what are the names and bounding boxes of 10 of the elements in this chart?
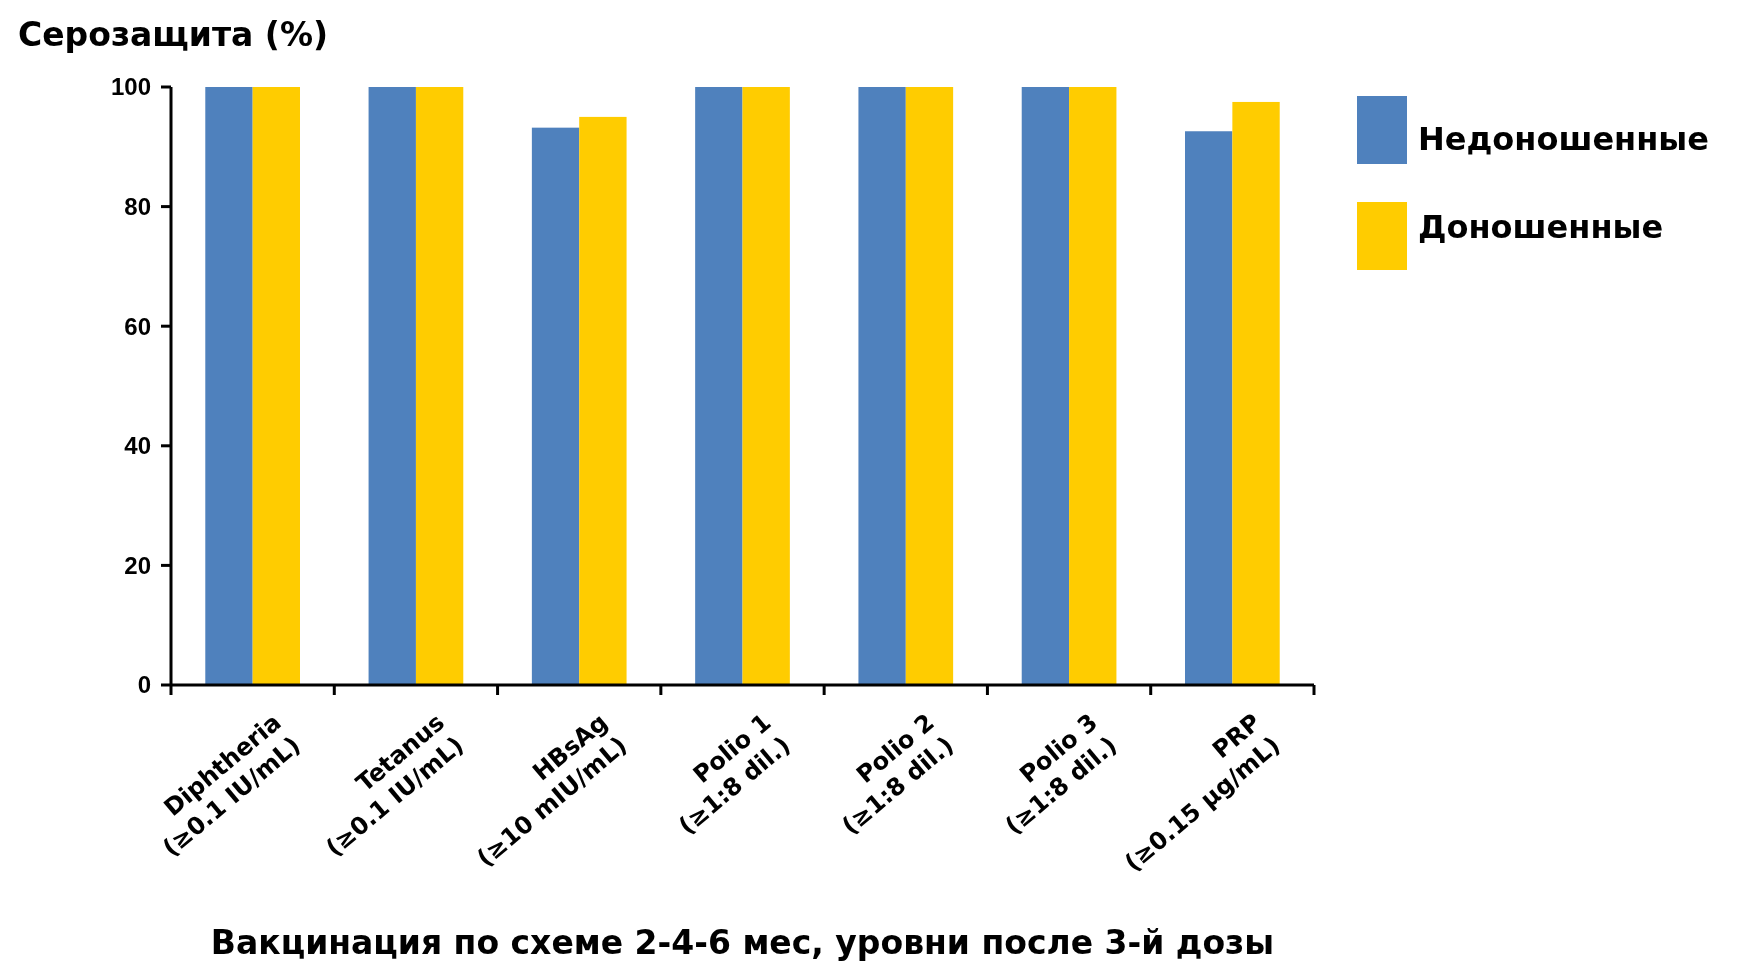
- legend-label: Доношенные: [1418, 208, 1664, 246]
- y-tick-label: 40: [124, 432, 151, 460]
- x-axis-title: Вакцинация по схеме 2-4-6 мес, уровни после 3-й дозы: [210, 923, 1275, 962]
- y-tick-label: 20: [124, 551, 151, 579]
- y-tick-label: 60: [124, 312, 151, 340]
- y-axis-title: Серозащита (%): [18, 15, 329, 54]
- y-tick-label: 0: [137, 671, 151, 699]
- legend-label: Недоношенные: [1418, 120, 1709, 158]
- y-tick-label: 80: [124, 193, 151, 220]
- y-tick-label: 100: [110, 73, 151, 101]
